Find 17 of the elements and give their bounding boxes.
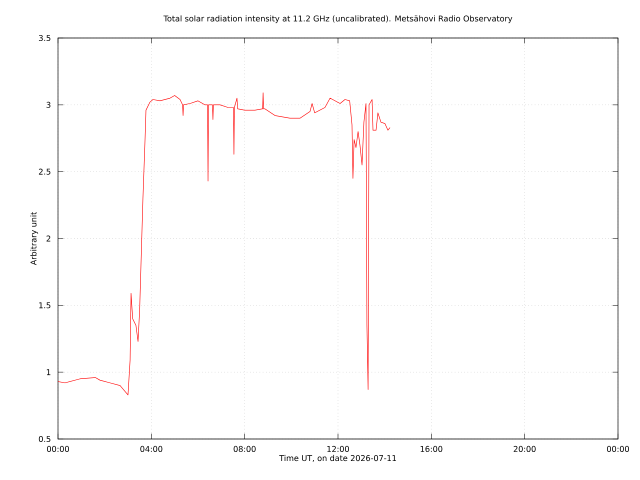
x-tick-label: 00:00: [47, 446, 69, 452]
x-tick-label: 20:00: [514, 446, 536, 452]
y-tick-label: 3.5: [38, 34, 50, 42]
y-tick-label: 2.5: [38, 168, 50, 175]
y-tick-label: 1.5: [39, 302, 50, 308]
y-tick-label: 2: [46, 236, 50, 242]
x-tick-label: 00:00: [606, 446, 629, 452]
y-tick-label: 0.5: [38, 436, 50, 442]
x-tick-label: 04:00: [140, 446, 162, 452]
y-tick-label: 3: [46, 102, 50, 108]
chart-title: Total solar radiation intensity at 11.2 GHz (uncalibrated). Metsähovi Radio Observatory: [163, 15, 512, 24]
x-tick-label: 12:00: [327, 446, 349, 452]
x-tick-label: 08:00: [234, 446, 256, 452]
x-tick-label: 16:00: [420, 446, 442, 452]
x-axis-title: Time UT, on date 2026-07-11: [279, 454, 396, 462]
y-tick-label: 1: [46, 369, 50, 376]
y-axis-title: Arbitrary unit: [30, 212, 38, 266]
